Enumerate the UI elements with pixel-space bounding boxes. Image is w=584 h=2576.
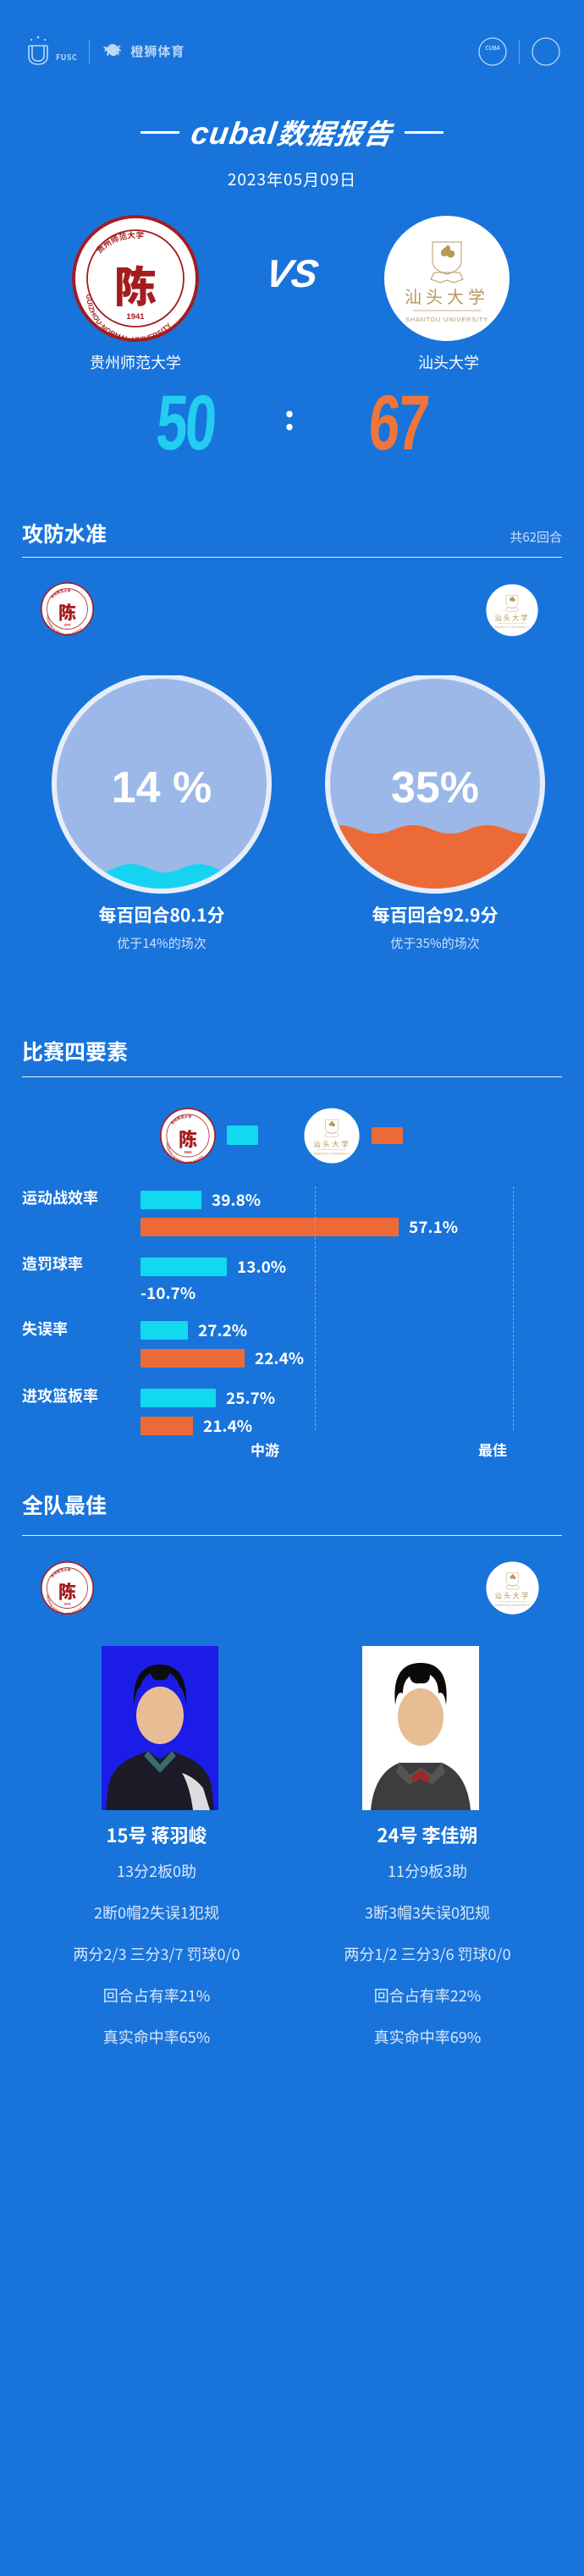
svg-text:14 %: 14 % — [112, 763, 212, 812]
svg-text:汕头大学: 汕头大学 — [495, 1591, 531, 1601]
svg-text:1941: 1941 — [126, 312, 145, 322]
svg-text:35%: 35% — [391, 763, 479, 812]
svg-text:1941: 1941 — [63, 1602, 72, 1606]
svg-text:1941: 1941 — [184, 1150, 192, 1154]
svg-text:汕头大学: 汕头大学 — [405, 283, 489, 308]
svg-text:SHANTOU UNIVERSITY: SHANTOU UNIVERSITY — [405, 316, 488, 323]
svg-text:陈: 陈 — [58, 1578, 76, 1604]
svg-text:CUBA: CUBA — [485, 43, 500, 52]
svg-text:SHANTOU UNIVERSITY: SHANTOU UNIVERSITY — [313, 1152, 350, 1155]
svg-text:SHANTOU UNIVERSITY: SHANTOU UNIVERSITY — [495, 625, 529, 629]
svg-text:汕头大学: 汕头大学 — [494, 613, 529, 623]
svg-text:陈: 陈 — [179, 1125, 197, 1152]
svg-text:陈: 陈 — [58, 599, 76, 625]
svg-text:SHANTOU UNIVERSITY: SHANTOU UNIVERSITY — [495, 1604, 531, 1607]
svg-text:陈: 陈 — [114, 254, 157, 315]
svg-text:汕头大学: 汕头大学 — [313, 1138, 350, 1149]
svg-text:1941: 1941 — [63, 623, 72, 627]
